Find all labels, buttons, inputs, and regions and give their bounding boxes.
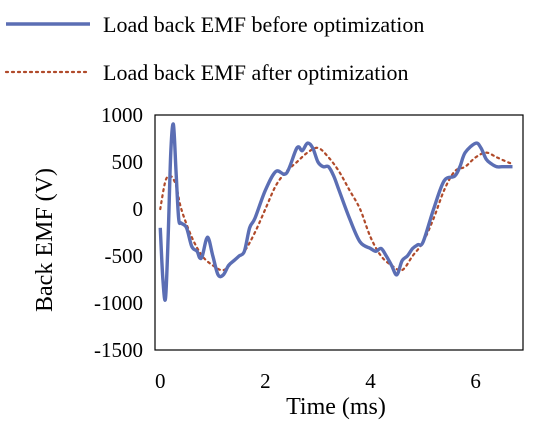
y-tick-label: 0 [133,197,144,221]
plot-area [154,114,524,351]
series-line-after-optimization [159,146,514,272]
y-tick-label: 500 [112,150,144,174]
legend-label-before: Load back EMF before optimization [103,12,424,37]
legend: Load back EMF before optimization Load b… [4,12,424,85]
x-tick-label: 6 [470,369,481,393]
y-tick-label: -1500 [94,338,143,362]
legend-label-after: Load back EMF after optimization [103,60,408,85]
series-layer [158,122,514,302]
x-tick-labels: 0 2 4 6 [155,369,481,393]
y-axis-title: Back EMF (V) [32,168,58,312]
x-tick-label: 4 [365,369,376,393]
x-tick-label: 2 [260,369,271,393]
x-axis-title: Time (ms) [286,394,386,420]
y-tick-label: -500 [105,244,144,268]
y-tick-label: -1000 [94,291,143,315]
series-line-before-optimization [158,122,513,302]
y-tick-label: 1000 [101,103,143,127]
x-tick-label: 0 [155,369,166,393]
y-tick-labels: 1000 500 0 -500 -1000 -1500 [94,103,143,362]
